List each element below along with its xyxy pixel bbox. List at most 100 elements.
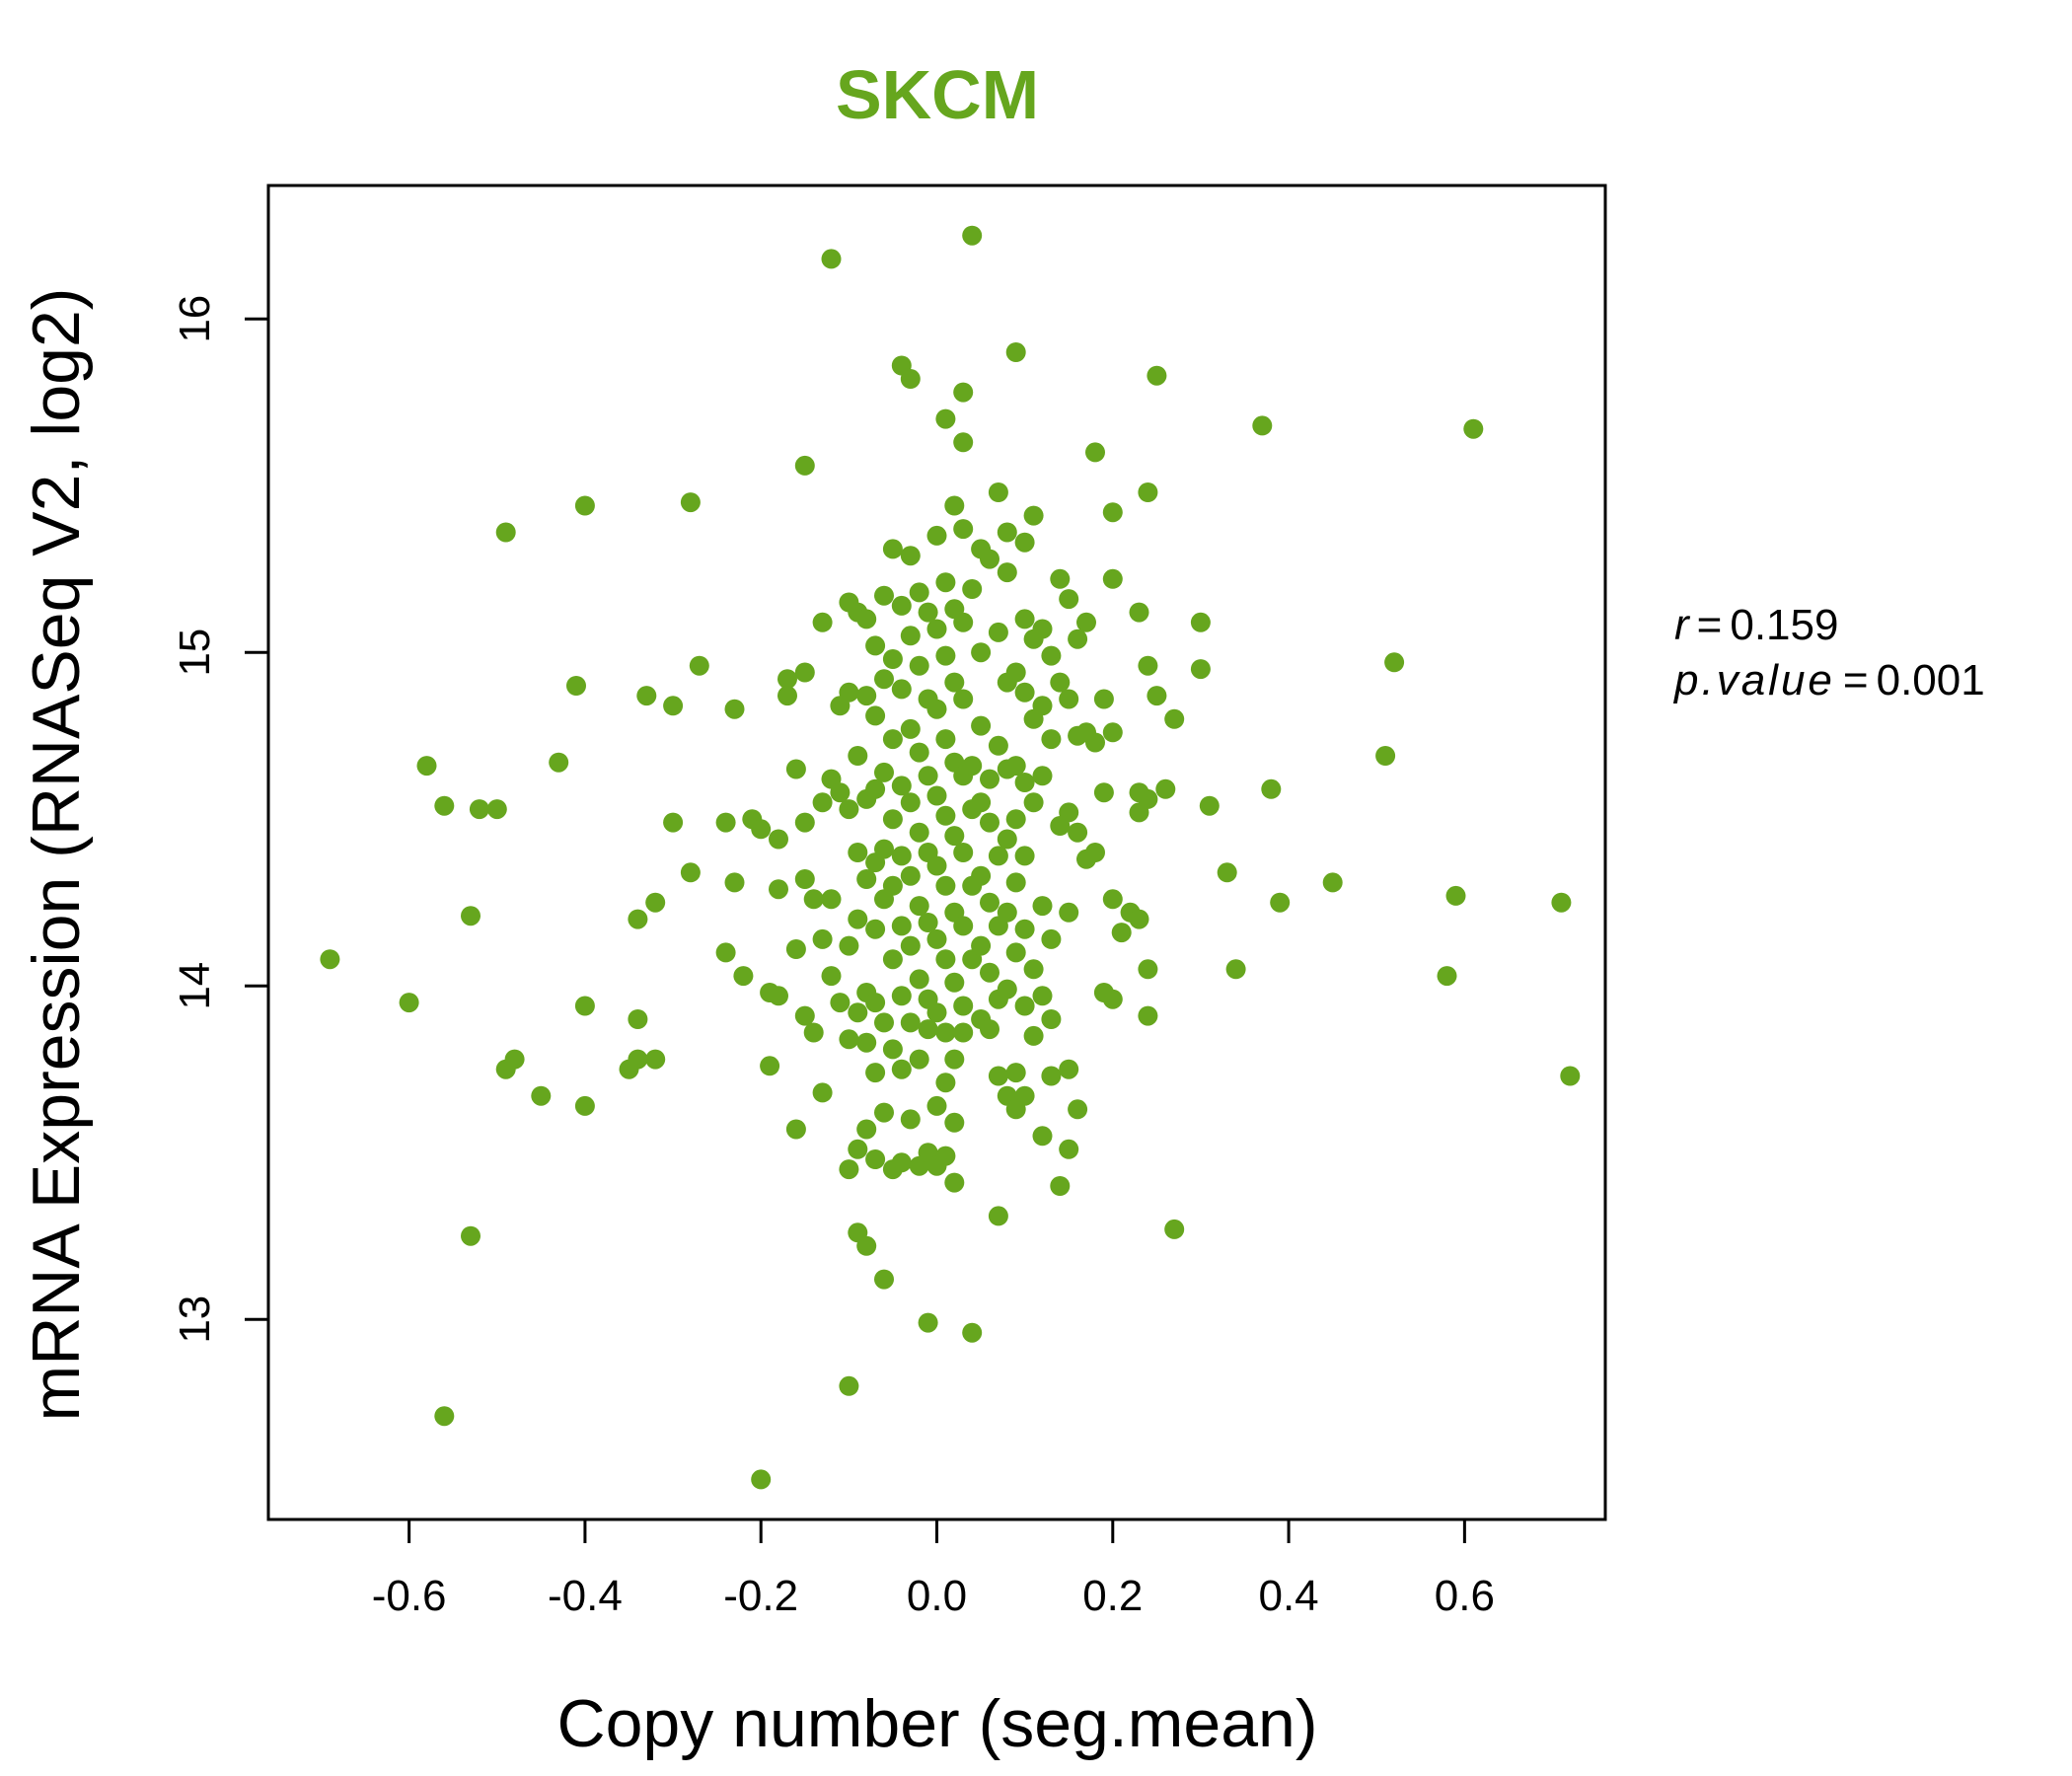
data-point bbox=[320, 949, 340, 970]
data-point bbox=[1041, 928, 1062, 949]
data-point bbox=[1093, 689, 1114, 709]
data-point bbox=[663, 696, 684, 716]
data-point bbox=[891, 916, 912, 936]
data-point bbox=[1041, 729, 1062, 750]
data-point bbox=[628, 1009, 648, 1029]
data-point bbox=[944, 1049, 965, 1070]
data-point bbox=[574, 495, 595, 516]
data-point bbox=[997, 522, 1017, 543]
data-point bbox=[935, 729, 956, 750]
data-point bbox=[812, 1082, 833, 1103]
data-point bbox=[926, 619, 947, 639]
data-point bbox=[715, 812, 736, 833]
data-point bbox=[988, 482, 1008, 502]
data-point bbox=[1005, 342, 1026, 362]
data-point bbox=[918, 602, 938, 623]
data-point bbox=[953, 382, 974, 403]
data-point bbox=[1102, 889, 1123, 910]
data-point bbox=[1014, 919, 1035, 939]
data-point bbox=[1085, 843, 1105, 862]
data-point bbox=[794, 1005, 815, 1026]
data-point bbox=[997, 979, 1017, 999]
y-tick-label: 14 bbox=[171, 962, 219, 1010]
data-point bbox=[865, 635, 886, 656]
data-point bbox=[1014, 609, 1035, 629]
data-point bbox=[1023, 505, 1044, 526]
data-point bbox=[1014, 532, 1035, 553]
data-point bbox=[821, 249, 842, 269]
data-point bbox=[715, 942, 736, 963]
data-point bbox=[935, 875, 956, 896]
data-point bbox=[1041, 1066, 1062, 1086]
data-point bbox=[891, 776, 912, 796]
data-point bbox=[794, 662, 815, 683]
data-point bbox=[856, 686, 877, 706]
data-point bbox=[760, 1056, 780, 1076]
stat-p-value: 0.001 bbox=[1877, 656, 1985, 704]
data-point bbox=[416, 756, 437, 777]
data-point bbox=[733, 966, 754, 987]
data-point bbox=[1375, 746, 1396, 766]
data-point bbox=[882, 875, 903, 896]
data-point bbox=[953, 689, 974, 709]
data-point bbox=[1225, 959, 1246, 980]
data-point bbox=[935, 1022, 956, 1043]
data-point bbox=[531, 1085, 552, 1106]
data-point bbox=[926, 699, 947, 719]
y-axis: 13 14 15 16 bbox=[171, 295, 268, 1344]
data-point bbox=[856, 609, 877, 629]
data-point bbox=[1032, 619, 1053, 639]
data-point bbox=[812, 928, 833, 949]
data-point bbox=[944, 495, 965, 516]
data-point bbox=[1068, 822, 1088, 843]
x-tick-label: -0.2 bbox=[723, 1572, 798, 1620]
data-point bbox=[944, 1172, 965, 1193]
data-point bbox=[1164, 708, 1185, 729]
data-point bbox=[839, 799, 859, 820]
data-point bbox=[1014, 682, 1035, 703]
data-point bbox=[1102, 568, 1123, 589]
data-point bbox=[865, 705, 886, 726]
data-point bbox=[900, 626, 921, 646]
x-tick-label: -0.4 bbox=[548, 1572, 623, 1620]
data-point bbox=[935, 1146, 956, 1166]
data-point bbox=[856, 1119, 877, 1140]
data-point bbox=[848, 746, 868, 766]
data-point bbox=[724, 872, 745, 893]
data-point bbox=[848, 909, 868, 929]
data-point bbox=[971, 792, 992, 813]
data-point bbox=[900, 718, 921, 739]
data-point bbox=[777, 686, 797, 706]
data-point bbox=[1005, 1063, 1026, 1083]
data-point bbox=[944, 826, 965, 847]
data-point bbox=[882, 1039, 903, 1060]
data-point bbox=[1138, 788, 1158, 809]
data-point bbox=[891, 595, 912, 616]
data-point bbox=[848, 1139, 868, 1159]
x-tick-label: 0.6 bbox=[1435, 1572, 1495, 1620]
data-point bbox=[1138, 482, 1158, 502]
data-point bbox=[944, 972, 965, 993]
data-point bbox=[882, 949, 903, 970]
stat-r: r = 0.159 bbox=[1674, 601, 1838, 649]
data-point bbox=[461, 1225, 481, 1246]
data-point bbox=[803, 889, 824, 910]
data-point bbox=[953, 1022, 974, 1043]
data-point bbox=[944, 1112, 965, 1133]
data-point bbox=[1059, 1139, 1079, 1159]
data-point bbox=[1023, 792, 1044, 813]
data-point bbox=[980, 892, 999, 913]
data-point bbox=[1463, 418, 1484, 439]
data-point bbox=[1102, 722, 1123, 743]
data-point bbox=[821, 889, 842, 910]
data-point bbox=[1384, 652, 1405, 673]
y-tick-label: 16 bbox=[171, 295, 219, 343]
data-point bbox=[953, 996, 974, 1016]
data-point bbox=[839, 1159, 859, 1180]
data-point bbox=[1050, 672, 1071, 693]
data-point bbox=[1129, 909, 1149, 929]
data-point bbox=[794, 455, 815, 476]
data-point bbox=[1322, 872, 1343, 893]
x-axis-title: Copy number (seg.mean) bbox=[556, 1686, 1317, 1761]
